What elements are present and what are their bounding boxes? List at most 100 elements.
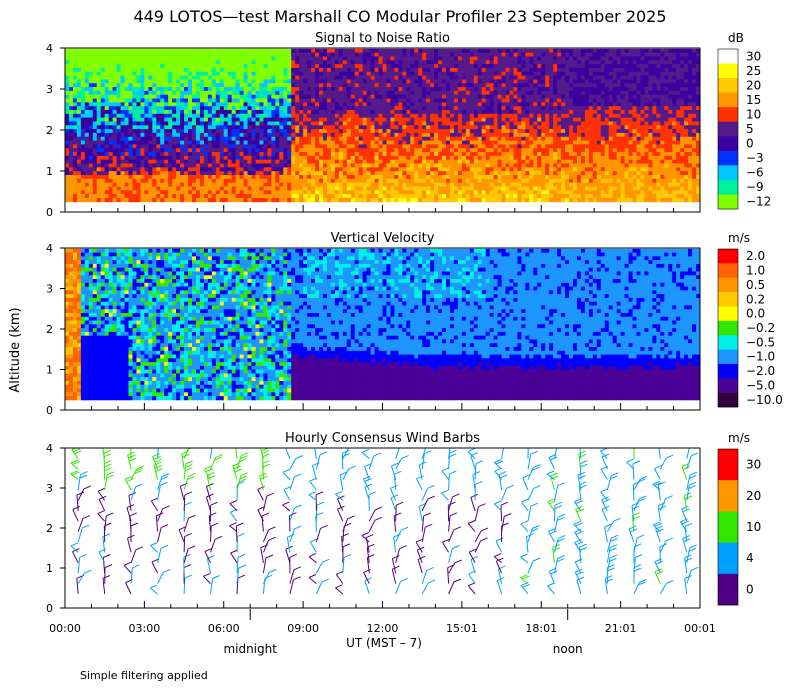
- heatmap-cell: [461, 117, 467, 122]
- heatmap-cell: [354, 171, 360, 176]
- heatmap-cell: [227, 136, 233, 141]
- heatmap-cell: [358, 87, 364, 92]
- heatmap-cell: [80, 125, 86, 130]
- heatmap-cell: [406, 140, 411, 145]
- heatmap-cell: [319, 94, 324, 99]
- heatmap-cell: [315, 56, 320, 61]
- heatmap-cell: [164, 56, 169, 61]
- heatmap-cell: [211, 190, 217, 195]
- heatmap-cell: [176, 171, 181, 176]
- heatmap-cell: [223, 117, 229, 122]
- heatmap-cell: [100, 155, 106, 161]
- heatmap-cell: [513, 140, 518, 145]
- heatmap-cell: [255, 87, 260, 92]
- heatmap-cell: [156, 87, 161, 92]
- heatmap-cell: [406, 67, 411, 73]
- heatmap-cell: [485, 155, 491, 161]
- heatmap-cell: [84, 90, 90, 96]
- heatmap-cell: [223, 186, 229, 191]
- heatmap-cell: [255, 140, 260, 145]
- heatmap-cell: [334, 60, 340, 65]
- heatmap-cell: [72, 109, 78, 115]
- heatmap-cell: [453, 64, 459, 69]
- heatmap-cell: [279, 140, 284, 145]
- heatmap-cell: [215, 152, 221, 157]
- heatmap-cell: [112, 182, 117, 187]
- heatmap-cell: [84, 140, 90, 145]
- heatmap-cell: [366, 75, 371, 80]
- heatmap-cell: [402, 109, 407, 115]
- heatmap-cell: [239, 159, 244, 164]
- heatmap-cell: [481, 144, 487, 149]
- heatmap-cell: [418, 117, 423, 122]
- heatmap-cell: [299, 155, 304, 161]
- heatmap-cell: [104, 125, 110, 130]
- heatmap-cell: [148, 83, 153, 88]
- heatmap-cell: [271, 48, 276, 54]
- heatmap-cell: [422, 167, 427, 172]
- heatmap-cell: [422, 117, 427, 122]
- heatmap-cell: [489, 106, 495, 111]
- heatmap-cell: [430, 117, 435, 122]
- heatmap-cell: [235, 182, 241, 187]
- heatmap-cell: [116, 144, 121, 149]
- heatmap-cell: [541, 178, 546, 184]
- heatmap-cell: [243, 178, 248, 184]
- heatmap-cell: [156, 125, 161, 130]
- heatmap-cell: [207, 186, 213, 191]
- heatmap-cell: [358, 186, 364, 191]
- heatmap-cell: [457, 144, 463, 149]
- heatmap-cell: [465, 152, 471, 157]
- heatmap-cell: [457, 102, 463, 107]
- heatmap-cell: [168, 140, 173, 145]
- heatmap-cell: [545, 102, 550, 107]
- heatmap-cell: [338, 163, 344, 168]
- heatmap-cell: [398, 194, 403, 199]
- heatmap-cell: [247, 132, 252, 138]
- heatmap-cell: [144, 197, 149, 203]
- heatmap-cell: [319, 67, 324, 73]
- heatmap-cell: [350, 155, 356, 161]
- heatmap-cell: [96, 117, 102, 122]
- heatmap-cell: [501, 129, 506, 134]
- heatmap-cell: [148, 136, 153, 141]
- heatmap-cell: [231, 48, 237, 54]
- heatmap-cell: [235, 148, 241, 153]
- heatmap-cell: [338, 167, 344, 172]
- heatmap-cell: [283, 136, 288, 141]
- heatmap-cell: [100, 98, 106, 103]
- heatmap-cell: [315, 98, 320, 103]
- heatmap-cell: [362, 117, 368, 122]
- heatmap-cell: [529, 113, 534, 119]
- heatmap-cell: [176, 87, 181, 92]
- heatmap-cell: [192, 71, 197, 76]
- heatmap-cell: [382, 79, 387, 84]
- heatmap-cell: [501, 178, 506, 184]
- heatmap-cell: [525, 90, 530, 96]
- heatmap-cell: [271, 190, 276, 195]
- heatmap-cell: [382, 171, 387, 176]
- heatmap-cell: [243, 71, 248, 76]
- heatmap-cell: [243, 113, 248, 119]
- heatmap-cell: [426, 136, 431, 141]
- heatmap-cell: [148, 60, 153, 65]
- heatmap-cell: [168, 90, 173, 96]
- heatmap-cell: [88, 155, 94, 161]
- heatmap-cell: [92, 90, 98, 96]
- heatmap-cell: [148, 125, 153, 130]
- heatmap-cell: [116, 174, 121, 180]
- heatmap-cell: [477, 52, 483, 57]
- heatmap-cell: [453, 67, 459, 73]
- heatmap-cell: [88, 79, 94, 84]
- heatmap-cell: [311, 83, 316, 88]
- heatmap-cell: [426, 171, 431, 176]
- heatmap-cell: [378, 132, 383, 138]
- heatmap-cell: [378, 163, 383, 168]
- heatmap-cell: [374, 102, 379, 107]
- heatmap-cell: [453, 94, 459, 99]
- heatmap-cell: [219, 67, 225, 73]
- heatmap-cell: [513, 144, 518, 149]
- heatmap-cell: [199, 56, 205, 61]
- heatmap-cell: [315, 109, 320, 115]
- heatmap-cell: [295, 71, 300, 76]
